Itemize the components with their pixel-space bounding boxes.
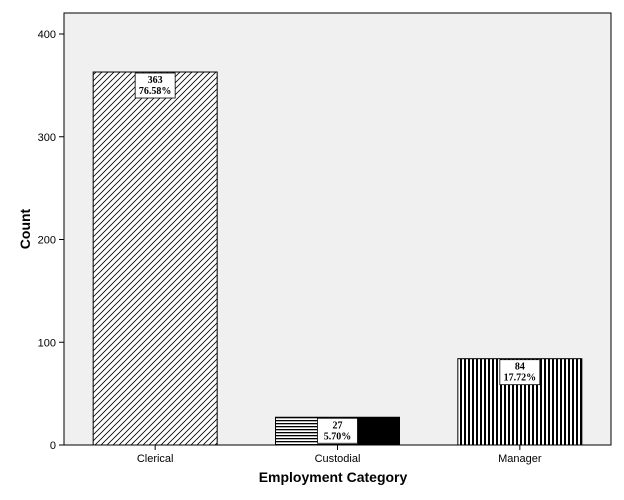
bar	[92, 71, 218, 446]
y-tick-label: 100	[38, 337, 56, 349]
x-tick-label: Clerical	[137, 453, 174, 465]
data-label-percent: 17.72%	[504, 373, 537, 384]
data-label-count: 363	[148, 75, 163, 86]
bar-solid-segment	[357, 417, 400, 445]
x-axis-title: Employment Category	[259, 469, 408, 485]
y-tick-label: 300	[38, 132, 56, 144]
y-tick-label: 400	[38, 29, 56, 41]
y-axis-ticks: 0 100 200 300 400	[38, 29, 64, 452]
y-tick-label: 200	[38, 235, 56, 247]
data-label-count: 84	[515, 362, 525, 373]
bar	[457, 358, 583, 446]
y-axis-title: Count	[17, 208, 33, 249]
data-label-percent: 76.58%	[139, 86, 172, 97]
data-label-box	[317, 417, 358, 444]
data-label-box	[134, 72, 176, 99]
x-tick-label: Manager	[498, 453, 542, 465]
data-label-box	[499, 359, 541, 386]
data-label-percent: 5.70%	[324, 431, 352, 442]
x-axis-ticks: Clerical Custodial Manager	[137, 445, 542, 465]
data-label-count: 27	[333, 420, 343, 431]
x-tick-label: Custodial	[315, 453, 361, 465]
y-tick-label: 0	[50, 440, 56, 452]
